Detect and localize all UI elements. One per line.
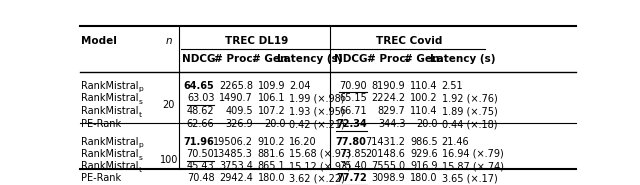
Text: 180.0: 180.0 bbox=[258, 173, 285, 183]
Text: 2.04: 2.04 bbox=[289, 81, 311, 91]
Text: 100.2: 100.2 bbox=[410, 93, 438, 103]
Text: 15.68 (×.97): 15.68 (×.97) bbox=[289, 149, 351, 159]
Text: 20.0: 20.0 bbox=[416, 119, 438, 129]
Text: 1.89 (×.75): 1.89 (×.75) bbox=[442, 106, 497, 116]
Text: s: s bbox=[138, 99, 142, 105]
Text: 881.6: 881.6 bbox=[258, 149, 285, 159]
Text: 70.50: 70.50 bbox=[187, 149, 214, 159]
Text: PE-Rank: PE-Rank bbox=[81, 173, 121, 183]
Text: Model: Model bbox=[81, 36, 117, 46]
Text: 13485.3: 13485.3 bbox=[213, 149, 253, 159]
Text: 16.20: 16.20 bbox=[289, 137, 317, 147]
Text: 20: 20 bbox=[163, 100, 175, 110]
Text: 2.51: 2.51 bbox=[442, 81, 463, 91]
Text: # Gen.: # Gen. bbox=[252, 54, 291, 64]
Text: RankMistral: RankMistral bbox=[81, 161, 138, 171]
Text: 66.71: 66.71 bbox=[339, 106, 367, 116]
Text: 3.62 (×.22): 3.62 (×.22) bbox=[289, 173, 345, 183]
Text: 63.03: 63.03 bbox=[187, 93, 214, 103]
Text: 48.62: 48.62 bbox=[187, 106, 214, 116]
Text: PE-Rank: PE-Rank bbox=[81, 119, 121, 129]
Text: 77.80: 77.80 bbox=[336, 137, 367, 147]
Text: n: n bbox=[166, 36, 172, 46]
Text: 2942.4: 2942.4 bbox=[220, 173, 253, 183]
Text: 73.85: 73.85 bbox=[339, 149, 367, 159]
Text: p: p bbox=[138, 86, 143, 92]
Text: Latency (s): Latency (s) bbox=[429, 54, 495, 64]
Text: 910.2: 910.2 bbox=[258, 137, 285, 147]
Text: NDCG: NDCG bbox=[182, 54, 215, 64]
Text: 71.96: 71.96 bbox=[184, 137, 214, 147]
Text: 1.92 (×.76): 1.92 (×.76) bbox=[442, 93, 497, 103]
Text: # Proc.: # Proc. bbox=[367, 54, 410, 64]
Text: NDCG: NDCG bbox=[334, 54, 367, 64]
Text: 0.42 (×.21): 0.42 (×.21) bbox=[289, 119, 345, 129]
Text: 16.94 (×.79): 16.94 (×.79) bbox=[442, 149, 503, 159]
Text: 1.93 (×.95): 1.93 (×.95) bbox=[289, 106, 345, 116]
Text: 15.12 (×.93): 15.12 (×.93) bbox=[289, 161, 351, 171]
Text: 107.2: 107.2 bbox=[257, 106, 285, 116]
Text: p: p bbox=[138, 142, 143, 148]
Text: TREC DL19: TREC DL19 bbox=[225, 36, 289, 46]
Text: 986.5: 986.5 bbox=[410, 137, 438, 147]
Text: 70.48: 70.48 bbox=[187, 173, 214, 183]
Text: 109.9: 109.9 bbox=[258, 81, 285, 91]
Text: 344.3: 344.3 bbox=[378, 119, 405, 129]
Text: 64.65: 64.65 bbox=[184, 81, 214, 91]
Text: # Gen.: # Gen. bbox=[404, 54, 443, 64]
Text: RankMistral: RankMistral bbox=[81, 137, 138, 147]
Text: 20148.6: 20148.6 bbox=[365, 149, 405, 159]
Text: 70.90: 70.90 bbox=[339, 81, 367, 91]
Text: 15.87 (×.74): 15.87 (×.74) bbox=[442, 161, 504, 171]
Text: 3098.9: 3098.9 bbox=[372, 173, 405, 183]
Text: 409.5: 409.5 bbox=[225, 106, 253, 116]
Text: 7555.0: 7555.0 bbox=[371, 161, 405, 171]
Text: RankMistral: RankMistral bbox=[81, 81, 138, 91]
Text: 110.4: 110.4 bbox=[410, 106, 438, 116]
Text: 75.40: 75.40 bbox=[339, 161, 367, 171]
Text: # Proc.: # Proc. bbox=[214, 54, 257, 64]
Text: 3.65 (×.17): 3.65 (×.17) bbox=[442, 173, 497, 183]
Text: 0.44 (×.18): 0.44 (×.18) bbox=[442, 119, 497, 129]
Text: s: s bbox=[138, 154, 142, 161]
Text: 865.1: 865.1 bbox=[258, 161, 285, 171]
Text: 100: 100 bbox=[159, 155, 178, 165]
Text: 829.7: 829.7 bbox=[378, 106, 405, 116]
Text: 106.1: 106.1 bbox=[258, 93, 285, 103]
Text: 72.34: 72.34 bbox=[336, 119, 367, 129]
Text: 45.43: 45.43 bbox=[187, 161, 214, 171]
Text: 20.0: 20.0 bbox=[264, 119, 285, 129]
Text: t: t bbox=[138, 167, 141, 173]
Text: 916.9: 916.9 bbox=[410, 161, 438, 171]
Text: 77.72: 77.72 bbox=[336, 173, 367, 183]
Text: Latency (s): Latency (s) bbox=[277, 54, 343, 64]
Text: RankMistral: RankMistral bbox=[81, 149, 138, 159]
Text: 65.15: 65.15 bbox=[339, 93, 367, 103]
Text: 3753.4: 3753.4 bbox=[220, 161, 253, 171]
Text: 19506.2: 19506.2 bbox=[213, 137, 253, 147]
Text: 929.6: 929.6 bbox=[410, 149, 438, 159]
Text: TREC Covid: TREC Covid bbox=[376, 36, 442, 46]
Text: RankMistral: RankMistral bbox=[81, 106, 138, 116]
Text: 110.4: 110.4 bbox=[410, 81, 438, 91]
Text: 1490.7: 1490.7 bbox=[220, 93, 253, 103]
Text: 2224.2: 2224.2 bbox=[371, 93, 405, 103]
Text: RankMistral: RankMistral bbox=[81, 93, 138, 103]
Text: t: t bbox=[138, 112, 141, 118]
Text: 62.66: 62.66 bbox=[187, 119, 214, 129]
Text: 71431.2: 71431.2 bbox=[365, 137, 405, 147]
Text: 2265.8: 2265.8 bbox=[219, 81, 253, 91]
Text: 8190.9: 8190.9 bbox=[372, 81, 405, 91]
Text: 21.46: 21.46 bbox=[442, 137, 469, 147]
Text: 326.9: 326.9 bbox=[225, 119, 253, 129]
Text: 1.99 (×.98): 1.99 (×.98) bbox=[289, 93, 345, 103]
Text: 180.0: 180.0 bbox=[410, 173, 438, 183]
